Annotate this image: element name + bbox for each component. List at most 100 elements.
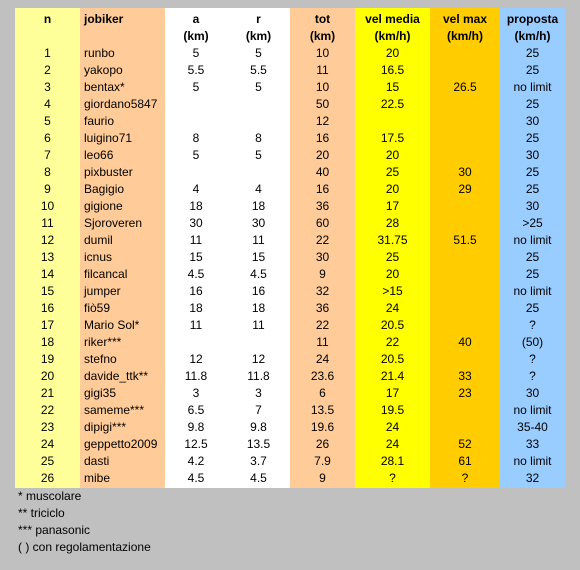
rider-name: geppetto2009 — [84, 437, 158, 451]
table-cell: 36 — [315, 199, 330, 213]
table-cell: 25 — [525, 131, 540, 145]
table-cell: >15 — [382, 284, 403, 298]
table-cell: 9.8 — [187, 420, 205, 434]
column-unit: (km) — [309, 29, 336, 43]
table-cell: 5 — [44, 114, 51, 128]
table-cell: 12 — [189, 352, 203, 366]
table-cell: no limit — [513, 403, 552, 417]
table-cell: 18 — [189, 199, 203, 213]
table-cell: 16 — [315, 182, 330, 196]
table-cell: 26 — [40, 471, 55, 485]
rider-name: sameme*** — [84, 403, 145, 417]
rider-name: davide_ttk** — [84, 369, 149, 383]
table-cell: 11.8 — [247, 369, 270, 383]
table-cell: 30 — [525, 114, 540, 128]
table-cell: 22 — [40, 403, 55, 417]
table-cell: no limit — [513, 80, 552, 94]
table-cell: 40 — [458, 335, 472, 349]
table-cell: 7 — [44, 148, 51, 162]
table-cell: 18 — [40, 335, 55, 349]
table-cell: 26 — [315, 437, 330, 451]
table-cell: 25 — [525, 301, 540, 315]
table-cell: 5 — [192, 46, 200, 60]
table-cell: 3.7 — [250, 454, 267, 468]
table-cell: 12.5 — [184, 437, 208, 451]
table-cell: 28.1 — [380, 454, 405, 468]
table-cell: 17 — [40, 318, 55, 332]
table-cell: 3 — [44, 80, 51, 94]
table-cell: 20 — [315, 148, 330, 162]
table-cell: 25 — [385, 165, 400, 179]
table-cell: 30 — [525, 386, 540, 400]
rider-name: faurio — [84, 114, 115, 128]
table-cell: 4 — [44, 97, 51, 111]
table-cell: 5.5 — [250, 63, 267, 77]
table-cell: 5 — [255, 46, 262, 60]
table-cell: 9.8 — [250, 420, 267, 434]
table-cell: 24 — [385, 301, 400, 315]
table-cell: 5 — [192, 80, 200, 94]
table-cell: 9 — [319, 471, 326, 485]
table-cell: 7 — [255, 403, 262, 417]
table-cell: 15 — [189, 250, 203, 264]
table-cell: 4.5 — [187, 471, 205, 485]
table-cell: 7.9 — [314, 454, 331, 468]
rider-name: stefno — [84, 352, 117, 366]
table-cell: 10 — [315, 46, 330, 60]
table-cell: 20.5 — [380, 318, 405, 332]
rider-name: riker*** — [84, 335, 122, 349]
column-background — [227, 8, 290, 488]
column-title: tot — [314, 12, 331, 26]
rider-name: runbo — [84, 46, 115, 60]
rider-name: Bagigio — [84, 182, 125, 196]
table-cell: 32 — [315, 284, 330, 298]
table-cell: 35-40 — [517, 420, 548, 434]
rider-name: gigi35 — [84, 386, 117, 400]
table-cell: 33 — [525, 437, 540, 451]
footnote: ( ) con regolamentazione — [18, 540, 151, 554]
table-cell: 12 — [251, 352, 266, 366]
table-cell: 17 — [385, 199, 400, 213]
table-cell: 5.5 — [187, 63, 205, 77]
table-cell: 31.75 — [377, 233, 408, 247]
table-cell: 5 — [192, 148, 200, 162]
column-title: r — [256, 12, 261, 26]
table-cell: ? — [529, 318, 536, 332]
table-cell: 2 — [44, 63, 51, 77]
column-title: jobiker — [84, 12, 124, 26]
table-cell: 5 — [255, 80, 262, 94]
footnote: *** panasonic — [18, 523, 91, 537]
table-cell: 18 — [251, 301, 266, 315]
table-cell: 4.5 — [187, 267, 205, 281]
table-cell: 16 — [251, 284, 266, 298]
rider-name: dasti — [84, 454, 110, 468]
table-cell: 21.4 — [380, 369, 405, 383]
table-cell: 23 — [40, 420, 55, 434]
rider-name: gigione — [84, 199, 123, 213]
table-cell: 6 — [319, 386, 326, 400]
table-cell: 3 — [255, 386, 262, 400]
table-cell: 11.8 — [184, 369, 208, 383]
table-cell: no limit — [513, 284, 552, 298]
table-cell: 4 — [192, 182, 200, 196]
table-cell: 20 — [385, 46, 400, 60]
table-cell: 12 — [40, 233, 55, 247]
table-cell: 11 — [316, 63, 329, 77]
rider-name: fiò59 — [84, 301, 111, 315]
column-background — [500, 8, 565, 488]
table-cell: 11 — [189, 233, 203, 247]
table-cell: 25 — [525, 250, 540, 264]
table-cell: 30 — [251, 216, 266, 230]
table-cell: 20 — [385, 267, 400, 281]
table-cell: >25 — [522, 216, 543, 230]
table-cell: 30 — [315, 250, 330, 264]
table-cell: 61 — [458, 454, 472, 468]
table-cell: 17.5 — [380, 131, 405, 145]
rider-name: mibe — [84, 471, 111, 485]
table-cell: 20 — [385, 148, 400, 162]
column-unit: (km/h) — [514, 29, 551, 43]
rider-name: jumper — [84, 284, 121, 298]
column-unit: (km) — [245, 29, 272, 43]
rider-name: dumil — [84, 233, 113, 247]
table-cell: 24 — [40, 437, 55, 451]
